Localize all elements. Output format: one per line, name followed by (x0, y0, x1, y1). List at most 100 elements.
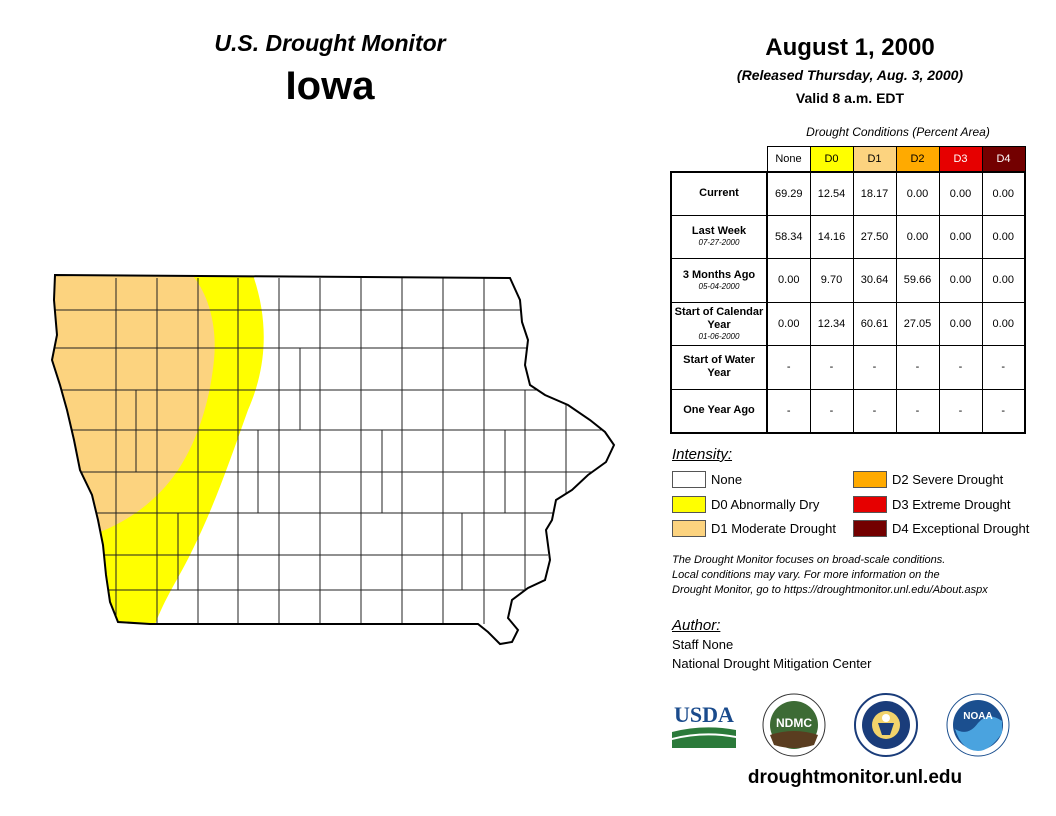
legend-swatch (853, 519, 887, 537)
release-date: (Released Thursday, Aug. 3, 2000) (736, 67, 964, 83)
legend-label: D0 Abnormally Dry (711, 496, 820, 512)
legend-item-d4: D4 Exceptional Drought (853, 519, 1029, 537)
col-header-d1: D1 (852, 146, 897, 172)
row-label-last-week: Last Week (691, 225, 747, 238)
table-cell: - (895, 345, 940, 390)
valid-time: Valid 8 a.m. EDT (795, 90, 905, 106)
table-cell: 30.64 (852, 258, 897, 303)
table-cell: - (852, 388, 897, 434)
table-row: Start of Water Year - - - - - - (670, 345, 1026, 390)
table-cell: 0.00 (766, 258, 811, 303)
table-cell: 12.54 (809, 170, 854, 216)
table-cell: - (766, 388, 811, 434)
table-cell: 27.05 (895, 301, 940, 346)
legend-label: D1 Moderate Drought (711, 520, 837, 536)
table-cell: 0.00 (981, 301, 1026, 346)
table-header-row: None D0 D1 D2 D3 D4 (671, 146, 1026, 172)
monitor-title: U.S. Drought Monitor (214, 30, 446, 56)
legend-item-d2: D2 Severe Drought (853, 470, 1003, 488)
author-name: Staff None (672, 637, 734, 652)
table-cell: 14.16 (809, 214, 854, 259)
legend-label: D3 Extreme Drought (892, 496, 1011, 512)
table-cell: 0.00 (895, 214, 940, 259)
table-cell: 0.00 (895, 170, 940, 216)
col-header-d4: D4 (981, 146, 1026, 172)
table-cell: 0.00 (938, 170, 983, 216)
table-caption: Drought Conditions (Percent Area) (806, 125, 990, 139)
table-cell: 60.61 (852, 301, 897, 346)
ndmc-logo: NDMC (762, 693, 826, 757)
d1-area (52, 275, 215, 532)
table-cell: - (852, 345, 897, 390)
legend-swatch (672, 495, 706, 513)
iowa-drought-map (40, 262, 630, 652)
county-lines (52, 278, 604, 624)
table-cell: - (938, 388, 983, 434)
legend-swatch (853, 495, 887, 513)
table-row: 3 Months Ago 05-04-2000 0.00 9.70 30.64 5… (670, 258, 1026, 303)
author-org: National Drought Mitigation Center (672, 656, 872, 671)
table-cell: - (981, 388, 1026, 434)
row-date: 05-04-2000 (698, 281, 740, 291)
row-label-3-months: 3 Months Ago (682, 268, 756, 281)
legend-swatch (672, 519, 706, 537)
table-cell: 12.34 (809, 301, 854, 346)
conditions-table: None D0 D1 D2 D3 D4 Current 69.29 12.54 … (670, 146, 1026, 434)
website-link[interactable]: droughtmonitor.unl.edu (747, 767, 963, 788)
col-header-d2: D2 (895, 146, 940, 172)
disclaimer-text: The Drought Monitor focuses on broad-sca… (672, 553, 1042, 598)
legend-item-none: None (672, 470, 742, 488)
map-date: August 1, 2000 (765, 34, 935, 61)
row-date: 07-27-2000 (698, 238, 740, 248)
legend-swatch (853, 470, 887, 488)
row-label-water-year: Start of Water Year (683, 354, 755, 380)
legend-swatch (672, 470, 706, 488)
table-cell: 0.00 (981, 258, 1026, 303)
table-row: Last Week 07-27-2000 58.34 14.16 27.50 0.… (670, 214, 1026, 259)
state-title: Iowa (285, 64, 375, 108)
disclaimer-line: Local conditions may vary. For more info… (672, 569, 940, 581)
legend-item-d1: D1 Moderate Drought (672, 519, 836, 537)
table-cell: 69.29 (766, 170, 811, 216)
row-label-one-year-ago: One Year Ago (683, 404, 755, 416)
table-cell: - (938, 345, 983, 390)
table-cell: - (766, 345, 811, 390)
table-cell: 0.00 (981, 214, 1026, 259)
usda-logo: USDA (672, 700, 736, 748)
table-cell: 0.00 (981, 170, 1026, 216)
legend-item-d3: D3 Extreme Drought (853, 495, 1011, 513)
table-row: Current 69.29 12.54 18.17 0.00 0.00 0.00 (670, 170, 1026, 216)
table-cell: - (895, 388, 940, 434)
col-header-d0: D0 (809, 146, 854, 172)
row-label-current: Current (699, 187, 739, 199)
usda-logo-text: USDA (674, 702, 734, 727)
row-date: 01-06-2000 (698, 331, 740, 341)
legend-label: None (711, 471, 743, 487)
col-header-d3: D3 (938, 146, 983, 172)
table-cell: 0.00 (938, 214, 983, 259)
legend-item-d0: D0 Abnormally Dry (672, 495, 819, 513)
table-cell: 0.00 (766, 301, 811, 346)
table-cell: - (809, 345, 854, 390)
table-cell: 59.66 (895, 258, 940, 303)
table-cell: 27.50 (852, 214, 897, 259)
noaa-logo-text: NOAA (963, 711, 992, 722)
table-cell: - (981, 345, 1026, 390)
legend-label: D4 Exceptional Drought (892, 520, 1030, 536)
row-label-calendar-year: Start of Calendar Year (674, 305, 764, 331)
table-cell: 58.34 (766, 214, 811, 259)
table-cell: 0.00 (938, 301, 983, 346)
noaa-logo: NOAA (946, 693, 1010, 757)
ndmc-logo-text: NDMC (776, 716, 812, 730)
table-cell: - (809, 388, 854, 434)
table-cell: 9.70 (809, 258, 854, 303)
disclaimer-line: The Drought Monitor focuses on broad-sca… (672, 554, 946, 566)
table-row: Start of Calendar Year 01-06-2000 0.00 12… (670, 301, 1026, 346)
table-row: One Year Ago - - - - - - (670, 388, 1026, 434)
author-title: Author: (672, 617, 721, 634)
legend-label: D2 Severe Drought (892, 471, 1004, 487)
table-cell: 0.00 (938, 258, 983, 303)
commerce-seal-logo (854, 693, 918, 757)
legend-title: Intensity: (672, 446, 733, 463)
table-cell: 18.17 (852, 170, 897, 216)
